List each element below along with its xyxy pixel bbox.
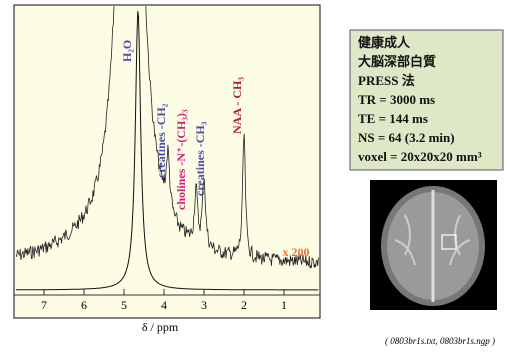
x-tick-label: 2 <box>241 298 247 312</box>
x-axis-label: δ / ppm <box>142 320 179 334</box>
x-tick-label: 4 <box>161 298 167 312</box>
x-tick-label: 6 <box>81 298 87 312</box>
scale-note: x 200 <box>283 245 310 259</box>
info-line: voxel = 20x20x20 mm³ <box>358 149 482 164</box>
figure: 7 6 5 4 3 2 1 δ / ppm H₂O creatines -CH₂ choline… <box>0 0 507 349</box>
peak-label: NAA - CH₃ <box>230 77 244 134</box>
x-tick-label: 3 <box>201 298 207 312</box>
peak-label: H₂O <box>120 40 134 62</box>
x-tick-label: 7 <box>41 298 47 312</box>
x-tick-label: 5 <box>121 298 127 312</box>
info-line: TE = 144 ms <box>358 111 428 126</box>
peak-label: cholines -N⁺-(CH₃)₃ <box>174 109 188 210</box>
mri-image <box>370 180 497 310</box>
x-tick-label: 1 <box>281 298 287 312</box>
caption: ( 0803br1s.txt, 0803br1s.ngp ) <box>385 336 495 346</box>
peak-label: creatines -CH₂ <box>154 103 168 178</box>
info-line: 大脳深部白質 <box>358 54 436 69</box>
info-line: NS = 64 (3.2 min) <box>358 130 455 145</box>
info-line: PRESS 法 <box>358 73 415 88</box>
info-line: 健康成人 <box>358 35 411 50</box>
info-line: TR = 3000 ms <box>358 92 435 107</box>
peak-label: creatines -CH₃ <box>193 121 207 196</box>
